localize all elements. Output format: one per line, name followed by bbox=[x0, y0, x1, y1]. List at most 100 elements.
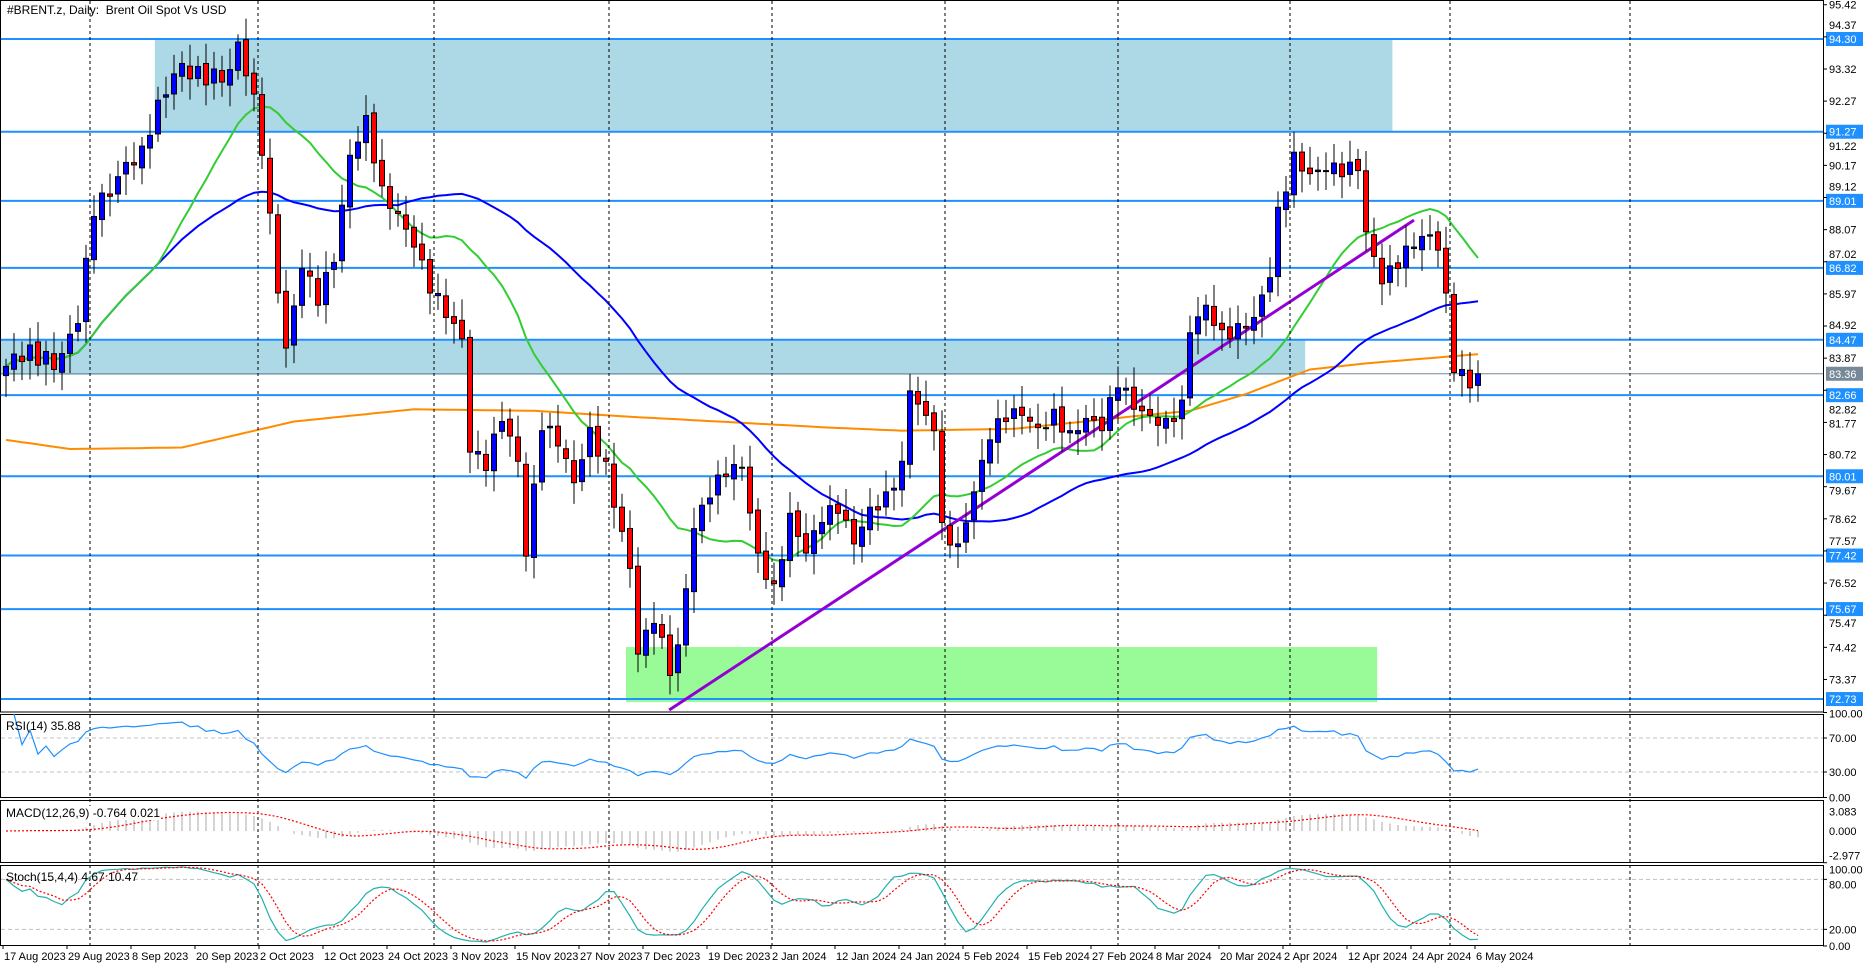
bull-candle-body bbox=[811, 530, 817, 554]
candle bbox=[675, 627, 681, 692]
candle bbox=[475, 430, 481, 470]
bear-candle-body bbox=[1307, 167, 1313, 175]
candle bbox=[1363, 150, 1369, 251]
candle bbox=[803, 513, 809, 562]
bull-candle-body bbox=[1203, 304, 1209, 321]
price-tick-label: 94.37 bbox=[1829, 20, 1857, 32]
candle bbox=[123, 146, 129, 196]
date-label: 2 Jan 2024 bbox=[772, 951, 826, 963]
level-price-label: 77.42 bbox=[1829, 551, 1857, 563]
trendline bbox=[668, 218, 1415, 712]
candle bbox=[331, 253, 337, 289]
bear-candle-body bbox=[1227, 326, 1233, 340]
bull-candle-body bbox=[1251, 316, 1257, 331]
bull-candle-body bbox=[347, 154, 353, 208]
level-price-label: 89.01 bbox=[1829, 196, 1857, 208]
candle bbox=[131, 142, 137, 180]
bull-candle-body bbox=[731, 464, 737, 480]
candle bbox=[995, 399, 1001, 464]
bear-candle-body bbox=[275, 214, 281, 294]
candle bbox=[187, 44, 193, 100]
candle bbox=[1083, 405, 1089, 446]
bull-candle-body bbox=[75, 323, 81, 332]
candle bbox=[859, 508, 865, 563]
candle bbox=[923, 380, 929, 426]
bull-candle-body bbox=[491, 433, 497, 472]
bull-candle-body bbox=[547, 425, 553, 429]
level-price-label-bg bbox=[1826, 548, 1863, 563]
candle bbox=[1227, 307, 1233, 348]
candle bbox=[899, 441, 905, 507]
bull-candle-body bbox=[235, 41, 241, 71]
bear-candle-body bbox=[555, 425, 561, 447]
bull-candle-body bbox=[899, 460, 905, 491]
candle bbox=[1435, 221, 1441, 268]
bull-candle-body bbox=[971, 491, 977, 521]
candle bbox=[787, 492, 793, 578]
bear-candle-body bbox=[931, 412, 937, 432]
candle bbox=[75, 305, 81, 342]
candle bbox=[1179, 385, 1185, 440]
bull-candle-body bbox=[531, 483, 537, 558]
candle bbox=[1395, 255, 1401, 287]
candle bbox=[227, 48, 233, 107]
current-price-label-bg bbox=[1826, 366, 1863, 381]
candle bbox=[1467, 352, 1473, 403]
candle bbox=[275, 204, 281, 304]
bull-candle-body bbox=[115, 176, 121, 195]
candle bbox=[1427, 215, 1433, 251]
bear-candle-body bbox=[1219, 322, 1225, 331]
bull-candle-body bbox=[1315, 169, 1321, 173]
candle bbox=[259, 77, 265, 170]
candle bbox=[283, 269, 289, 368]
candle bbox=[635, 547, 641, 673]
candle bbox=[451, 301, 457, 344]
bear-candle-body bbox=[571, 460, 577, 484]
candle bbox=[443, 278, 449, 335]
candle bbox=[11, 333, 17, 382]
candle bbox=[1379, 243, 1385, 306]
candle bbox=[539, 412, 545, 491]
price-tick-label: 90.17 bbox=[1829, 160, 1857, 172]
bull-candle-body bbox=[1011, 408, 1017, 419]
candle bbox=[155, 86, 161, 142]
candle bbox=[1019, 386, 1025, 435]
bear-candle-body bbox=[1355, 158, 1361, 172]
resistance-zone bbox=[154, 39, 1393, 131]
candle bbox=[435, 273, 441, 310]
candle bbox=[235, 34, 241, 80]
bear-candle-body bbox=[507, 418, 513, 437]
candle bbox=[179, 51, 185, 92]
price-tick-label: 74.42 bbox=[1829, 642, 1857, 654]
stoch-tick-label: 80.00 bbox=[1829, 879, 1857, 891]
candle bbox=[827, 485, 833, 541]
candle bbox=[907, 373, 913, 479]
date-label: 27 Feb 2024 bbox=[1092, 951, 1154, 963]
date-label: 8 Sep 2023 bbox=[132, 951, 188, 963]
candle bbox=[251, 58, 257, 112]
candle bbox=[971, 481, 977, 540]
candle bbox=[835, 494, 841, 535]
candle bbox=[1355, 148, 1361, 190]
candle bbox=[1139, 389, 1145, 432]
level-price-label-bg bbox=[1826, 332, 1863, 347]
level-price-label-bg bbox=[1826, 692, 1863, 707]
candle bbox=[1043, 411, 1049, 441]
bear-candle-body bbox=[387, 186, 393, 209]
bear-candle-body bbox=[1035, 423, 1041, 429]
candle bbox=[843, 489, 849, 528]
bear-candle-body bbox=[1243, 325, 1249, 329]
candle bbox=[611, 442, 617, 529]
bear-candle-body bbox=[283, 290, 289, 349]
stoch-tick-label: 20.00 bbox=[1829, 924, 1857, 936]
bear-candle-body bbox=[1443, 247, 1449, 294]
bear-candle-body bbox=[131, 162, 137, 166]
candle bbox=[491, 416, 497, 492]
bull-candle-body bbox=[1195, 316, 1201, 335]
bear-candle-body bbox=[1467, 369, 1473, 389]
candle bbox=[563, 439, 569, 473]
candle bbox=[683, 573, 689, 657]
bear-candle-body bbox=[443, 295, 449, 318]
candle bbox=[379, 139, 385, 197]
